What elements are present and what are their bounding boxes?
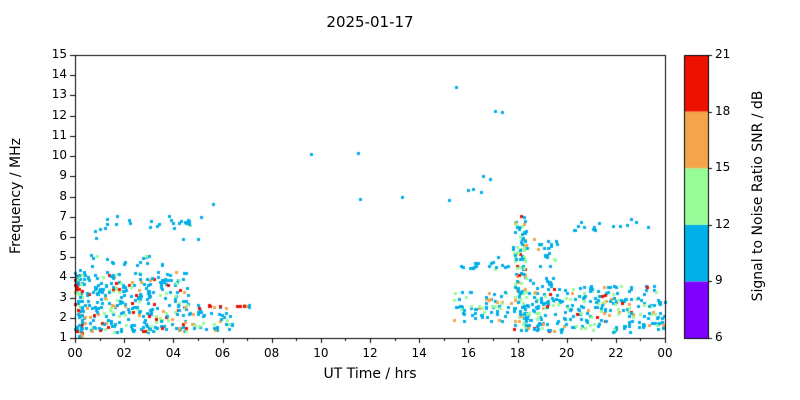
y-tick-label: 1 [59,330,67,344]
x-tick-label: 00 [657,346,673,360]
x-tick-label: 12 [362,346,378,360]
y-tick-label: 12 [51,107,67,122]
y-tick-label: 4 [59,269,67,284]
x-axis-label: UT Time / hrs [323,366,417,382]
x-tick-label: 06 [214,346,231,360]
colorbar-tick-label: 21 [715,47,731,61]
x-tick-label: 18 [509,346,526,360]
x-tick-label: 00 [67,346,83,360]
y-tick-label: 10 [51,148,67,163]
y-tick-label: 2 [59,309,67,324]
colorbar-tick-label: 6 [715,330,723,344]
y-tick-label: 7 [59,208,67,223]
y-tick-label: 13 [51,87,67,102]
y-tick-label: 3 [59,289,67,304]
y-tick-label: 5 [59,249,67,264]
x-tick-label: 02 [116,346,132,360]
y-tick-label: 9 [59,168,67,183]
y-tick-label: 6 [59,228,67,243]
x-tick-label: 16 [460,346,476,360]
y-tick-label: 8 [59,188,67,203]
y-tick-label: 15 [51,47,67,61]
y-tick-label: 11 [51,127,67,142]
colorbar-tick-label: 9 [715,273,723,288]
x-tick-label: 08 [264,346,280,360]
chart-title: 2025-01-17 [326,13,414,31]
colorbar-tick-label: 15 [715,160,731,175]
x-tick-label: 04 [165,346,181,360]
y-axis-label: Frequency / MHz [8,138,24,254]
colorbar-label: Signal to Noise Ratio SNR / dB [750,90,766,302]
x-tick-label: 14 [411,346,427,360]
y-tick-label: 14 [51,67,67,82]
x-tick-label: 20 [559,346,575,360]
x-tick-label: 22 [608,346,624,360]
colorbar-tick-label: 12 [715,216,731,231]
x-tick-label: 10 [313,346,329,360]
colorbar-tick-label: 18 [715,103,731,118]
